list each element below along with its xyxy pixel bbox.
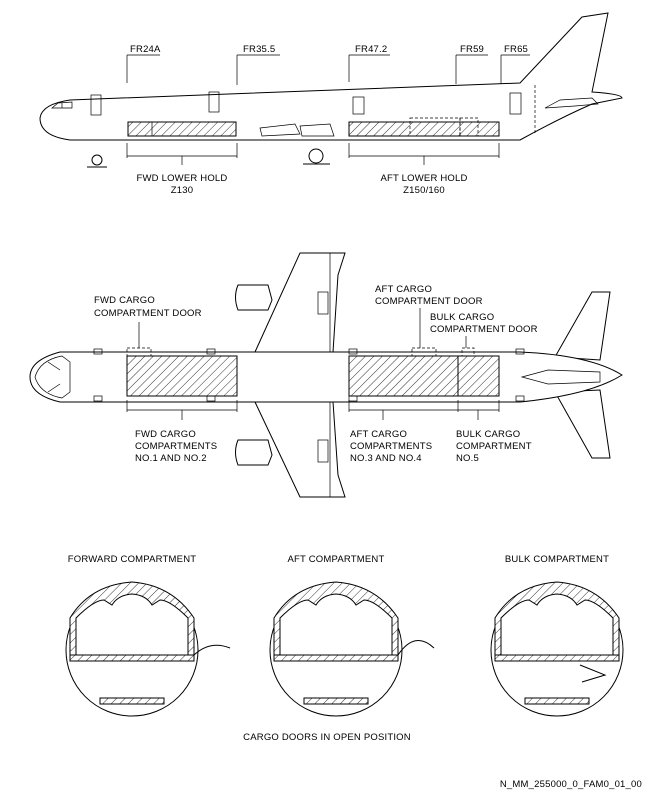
lower-stabilizer (554, 389, 611, 459)
wheel-bay (259, 123, 301, 137)
bulk-door-label-2: COMPARTMENT DOOR (430, 324, 538, 335)
aft-section (269, 581, 435, 717)
upper-stabilizer (554, 291, 611, 361)
fwd-door-label-2: COMPARTMENT DOOR (94, 308, 202, 319)
aft-hold-label: AFT LOWER HOLD (380, 173, 467, 184)
horizontal-stabilizer (544, 97, 599, 109)
aft-cargo-door (411, 347, 437, 357)
fwd-comp-label-1: FWD CARGO (135, 429, 196, 440)
bulk-comp-label-1: BULK CARGO (456, 429, 520, 440)
pax-door-3 (352, 96, 365, 115)
aft-lower-hold (348, 121, 500, 137)
side-fuselage (39, 12, 623, 141)
section-title-bulk: BULK COMPARTMENT (505, 554, 609, 565)
frame-label-fr59: FR59 (460, 44, 484, 55)
pax-door-4 (509, 92, 522, 115)
cross-sections: FORWARD COMPARTMENT AFT COMPARTMENT BULK… (65, 554, 642, 790)
aft-comp-label-3: NO.3 AND NO.4 (350, 453, 422, 464)
caption: CARGO DOORS IN OPEN POSITION (243, 732, 411, 743)
plan-view: FWD CARGO COMPARTMENT DOOR AFT CARGO COM… (29, 252, 623, 498)
frame-label-fr24a: FR24A (130, 44, 161, 55)
fwd-hold-zone: Z130 (171, 185, 193, 196)
aft-door-label-2: COMPARTMENT DOOR (375, 296, 483, 307)
fwd-compartments (126, 355, 238, 397)
main-gear (308, 148, 324, 164)
fwd-comp-label-3: NO.1 AND NO.2 (135, 453, 207, 464)
fwd-lower-hold (127, 121, 237, 137)
reference-code: N_MM_255000_0_FAM0_01_00 (500, 779, 642, 790)
frame-label-fr65: FR65 (504, 44, 528, 55)
cockpit-window (51, 101, 73, 109)
fwd-comp-label-2: COMPARTMENTS (135, 441, 217, 452)
pax-door-1 (90, 94, 102, 116)
upper-engine (235, 284, 273, 311)
pax-door-2 (208, 91, 220, 113)
bulk-comp-label-2: COMPARTMENT (456, 441, 532, 452)
aft-compartments (348, 355, 500, 397)
fwd-hold-label: FWD LOWER HOLD (137, 173, 228, 184)
upper-wing (254, 252, 346, 353)
aft-hold-zone: Z150/160 (403, 185, 445, 196)
lower-wing (254, 401, 346, 498)
frame-label-fr35-5: FR35.5 (243, 44, 275, 55)
frame-label-fr47-2: FR47.2 (355, 44, 387, 55)
bulk-comp-label-3: NO.5 (456, 453, 479, 464)
bulk-section (490, 581, 624, 717)
forward-section (65, 581, 231, 717)
section-title-forward: FORWARD COMPARTMENT (68, 554, 197, 565)
plan-fuselage (29, 351, 623, 403)
aft-comp-label-2: COMPARTMENTS (350, 441, 432, 452)
aft-comp-label-1: AFT CARGO (350, 429, 407, 440)
aft-door-label-1: AFT CARGO (375, 284, 432, 295)
side-view: FR24A FR35.5 FR47.2 FR59 FR65 FWD LOWER … (39, 12, 623, 196)
fwd-door-label-1: FWD CARGO (94, 295, 155, 306)
bulk-door-label-1: BULK CARGO (430, 312, 494, 323)
section-title-aft: AFT COMPARTMENT (288, 554, 385, 565)
lower-engine (235, 439, 273, 466)
nose-gear (91, 154, 103, 166)
bulk-cargo-door (461, 347, 475, 357)
